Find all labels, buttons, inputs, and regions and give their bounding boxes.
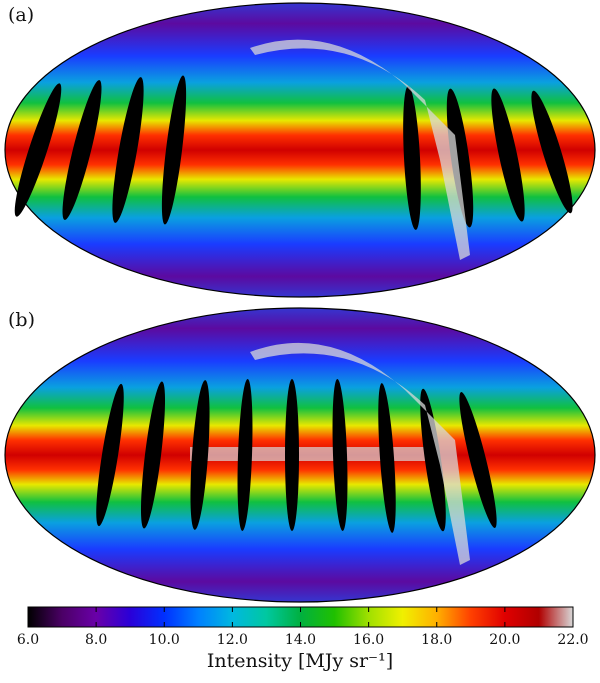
tick-label: 18.0 (421, 632, 452, 648)
mollweide-map (4, 2, 596, 298)
tick-label: 20.0 (489, 632, 520, 648)
panel-label: (b) (8, 309, 35, 331)
map-panel-b: (b) (4, 307, 596, 603)
tick-label: 12.0 (217, 632, 248, 648)
tick-label: 22.0 (557, 632, 588, 648)
panel-label: (a) (8, 4, 34, 26)
tick-label: 16.0 (353, 632, 384, 648)
galactic-plane (250, 39, 470, 261)
tick-label: 8.0 (85, 632, 107, 648)
colorbar-title: Intensity [MJy sr⁻¹] (207, 650, 393, 672)
colorbar: Intensity [MJy sr⁻¹] 6.0 8.0 10.0 12.0 14.0 1… (17, 606, 589, 672)
galactic-plane (250, 342, 470, 565)
scan-gaps (14, 75, 573, 230)
tick-label: 14.0 (285, 632, 316, 648)
tick-label: 6.0 (17, 632, 39, 648)
scan-gaps (96, 379, 497, 533)
map-panel-a: (a) (4, 2, 596, 298)
tick-label: 10.0 (149, 632, 180, 648)
